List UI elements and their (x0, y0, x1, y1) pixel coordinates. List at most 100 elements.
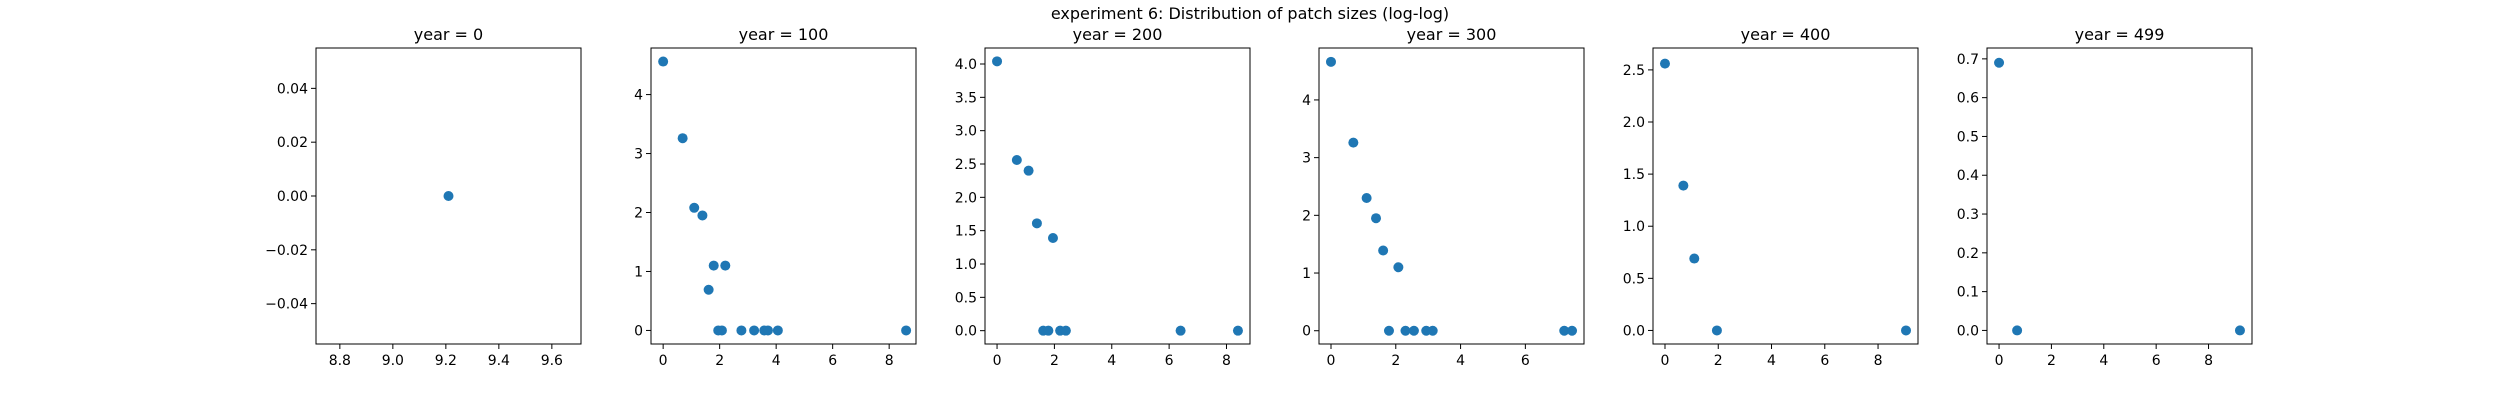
axes-frame (1652, 47, 1919, 345)
y-tick-label: 3.5 (955, 90, 977, 106)
data-point (716, 325, 727, 336)
x-tick-label: 9.0 (382, 353, 404, 369)
x-tick-label: 6 (1521, 353, 1530, 369)
data-point (1011, 155, 1022, 165)
data-point (697, 210, 708, 221)
data-point (992, 56, 1003, 67)
y-tick-label: 0 (1302, 324, 1311, 340)
axes-frame (984, 47, 1251, 345)
data-point (2234, 325, 2245, 336)
y-tick-label: 1.0 (955, 257, 977, 273)
y-tick-label: 3 (634, 147, 643, 163)
y-tick-label: 2.5 (1623, 63, 1645, 79)
subplot-4: year = 400 0 2 4 6 8 0.0 0.5 1.0 1.5 2.0 2.5 (1623, 25, 1919, 369)
x-tick-label: 0 (1327, 353, 1336, 369)
x-tick-label: 2 (715, 353, 724, 369)
data-point (1567, 325, 1578, 336)
x-tick-label: 4 (1107, 353, 1116, 369)
data-point (677, 133, 688, 144)
y-tick-label: 2.0 (955, 190, 977, 206)
data-point (1175, 325, 1186, 336)
data-point (1232, 325, 1243, 336)
x-tick-label: 2 (2047, 353, 2056, 369)
y-tick-label: 0.4 (1957, 168, 1979, 184)
subplot-title: year = 400 (1741, 25, 1831, 44)
y-tick-label: 0.5 (955, 290, 977, 306)
data-point (736, 325, 747, 336)
y-tick-label: 0.0 (955, 324, 977, 340)
subplot-5: year = 499 0 2 4 6 8 0.0 0.1 0.2 0.3 0.4 0.5 0.6 0.7 (1957, 25, 2253, 369)
subplot-title: year = 300 (1407, 25, 1497, 44)
y-tick-label: 0.3 (1957, 207, 1979, 223)
data-point (1023, 165, 1034, 176)
data-point (1408, 325, 1419, 336)
x-tick-label: 8.8 (329, 353, 351, 369)
axes-frame (315, 47, 582, 345)
subplot-title: year = 0 (414, 25, 483, 44)
x-tick-label: 2 (1391, 353, 1400, 369)
y-tick-label: 1.0 (1623, 219, 1645, 235)
y-tick-label: 0.7 (1957, 52, 1979, 68)
data-point (1901, 325, 1912, 336)
x-tick-label: 4 (772, 353, 781, 369)
y-tick-label: 2.5 (955, 157, 977, 173)
data-point (1393, 262, 1404, 273)
data-point (1361, 193, 1372, 204)
y-tick-label: 1.5 (1623, 167, 1645, 183)
data-point (1371, 213, 1382, 224)
axes-frame (650, 47, 917, 345)
x-tick-label: 9.2 (435, 353, 457, 369)
x-tick-label: 9.6 (541, 353, 563, 369)
x-tick-label: 8 (1874, 353, 1883, 369)
y-tick-label: 0.02 (277, 135, 308, 151)
subplot-title: year = 100 (739, 25, 829, 44)
x-tick-label: 0 (993, 353, 1002, 369)
y-tick-label: 0.6 (1957, 91, 1979, 107)
data-point (1659, 58, 1670, 69)
subplot-1: year = 100 0 2 4 6 8 0 1 2 3 4 (634, 25, 917, 369)
data-point (1047, 233, 1058, 243)
y-tick-label: 3 (1302, 151, 1311, 167)
data-point (1711, 325, 1722, 336)
axes-frame (1986, 47, 2253, 345)
x-tick-label: 2 (1050, 353, 1059, 369)
data-point (708, 260, 719, 271)
x-tick-label: 0 (1661, 353, 1670, 369)
data-point (1378, 245, 1389, 256)
data-point (1427, 325, 1438, 336)
y-tick-label: 2 (1302, 208, 1311, 224)
data-point (1559, 325, 1570, 336)
data-point (689, 202, 700, 213)
x-tick-label: 4 (1767, 353, 1776, 369)
data-point (1043, 325, 1054, 336)
data-point (1689, 253, 1700, 264)
y-tick-label: 0.0 (1623, 323, 1645, 339)
y-tick-label: 0.5 (1623, 271, 1645, 287)
figure-suptitle: experiment 6: Distribution of patch size… (1050, 4, 1450, 23)
data-point (901, 325, 912, 336)
data-point (1400, 325, 1411, 336)
y-tick-label: −0.02 (265, 243, 308, 259)
data-point (1383, 325, 1394, 336)
subplot-3: year = 300 0 2 4 6 0 1 2 3 4 (1302, 25, 1585, 369)
data-point (1325, 56, 1336, 67)
y-tick-label: 0.5 (1957, 129, 1979, 145)
x-tick-label: 0 (659, 353, 668, 369)
y-tick-label: 1 (1302, 266, 1311, 282)
y-tick-label: 0 (634, 323, 643, 339)
x-tick-label: 8 (1222, 353, 1231, 369)
y-tick-label: 4 (634, 88, 643, 104)
data-point (1678, 180, 1689, 191)
y-tick-label: 0.0 (1957, 323, 1979, 339)
data-point (1348, 137, 1359, 148)
x-tick-label: 0 (1995, 353, 2004, 369)
subplot-title: year = 200 (1073, 25, 1163, 44)
data-point (1031, 218, 1042, 229)
data-point (1994, 57, 2005, 68)
y-tick-label: 4 (1302, 93, 1311, 109)
y-tick-label: 2 (634, 206, 643, 222)
x-tick-label: 8 (2204, 353, 2213, 369)
y-tick-label: 1 (634, 264, 643, 280)
